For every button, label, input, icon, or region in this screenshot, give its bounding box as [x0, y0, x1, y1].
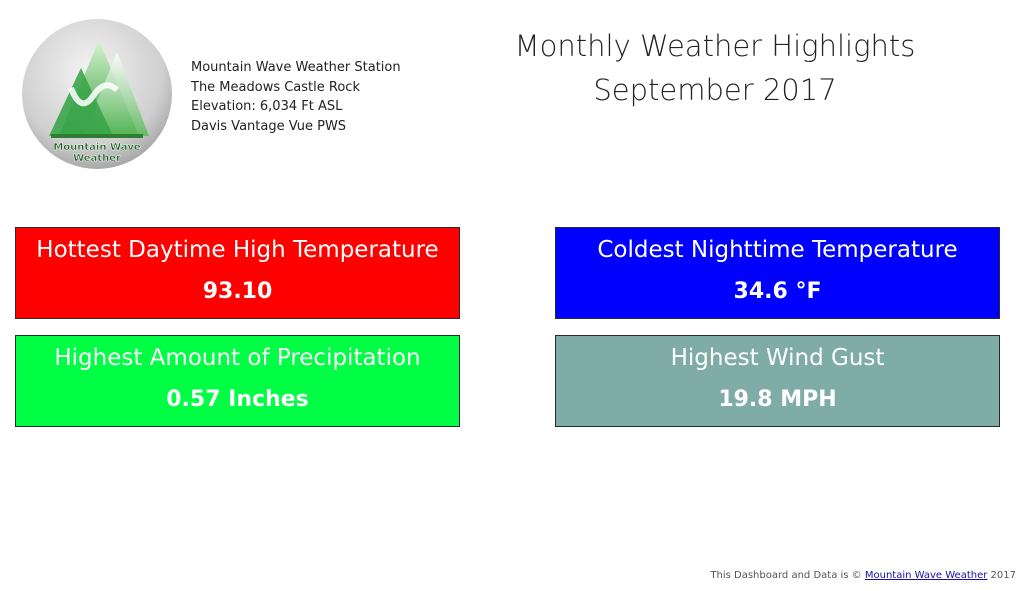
page-title-line1: Monthly Weather Highlights — [514, 29, 916, 63]
station-equipment: Davis Vantage Vue PWS — [191, 118, 347, 134]
logo: Mountain Wave Weather — [21, 18, 173, 170]
logo-text-line1: Mountain Wave — [53, 142, 141, 153]
card-value: 34.6 °F — [733, 279, 822, 304]
card-label: Hottest Daytime High Temperature — [36, 237, 439, 263]
footer-suffix: 2017 — [987, 570, 1016, 581]
card-label: Coldest Nighttime Temperature — [597, 237, 958, 263]
card-label: Highest Wind Gust — [670, 345, 885, 371]
logo-text-line2: Weather — [73, 153, 121, 164]
page-title: Monthly Weather Highlights September 201… — [440, 24, 990, 112]
card-highest-precipitation: Highest Amount of Precipitation 0.57 Inc… — [15, 335, 460, 427]
footer-copyright: This Dashboard and Data is © Mountain Wa… — [710, 570, 1016, 581]
card-coldest-night: Coldest Nighttime Temperature 34.6 °F — [555, 227, 1000, 319]
card-value: 19.8 MPH — [718, 387, 837, 412]
page-title-line2: September 2017 — [593, 73, 837, 107]
card-value: 93.10 — [202, 279, 273, 304]
footer-link[interactable]: Mountain Wave Weather — [864, 570, 988, 581]
footer-prefix: This Dashboard and Data is © — [710, 570, 865, 581]
card-hottest-high: Hottest Daytime High Temperature 93.10 — [15, 227, 460, 319]
station-location: The Meadows Castle Rock — [191, 79, 360, 95]
card-label: Highest Amount of Precipitation — [54, 345, 421, 371]
card-highest-wind-gust: Highest Wind Gust 19.8 MPH — [555, 335, 1000, 427]
station-name: Mountain Wave Weather Station — [191, 60, 401, 75]
station-info: Mountain Wave Weather Station The Meadow… — [191, 58, 401, 136]
card-value: 0.57 Inches — [166, 387, 309, 412]
station-elevation: Elevation: 6,034 Ft ASL — [191, 99, 343, 114]
